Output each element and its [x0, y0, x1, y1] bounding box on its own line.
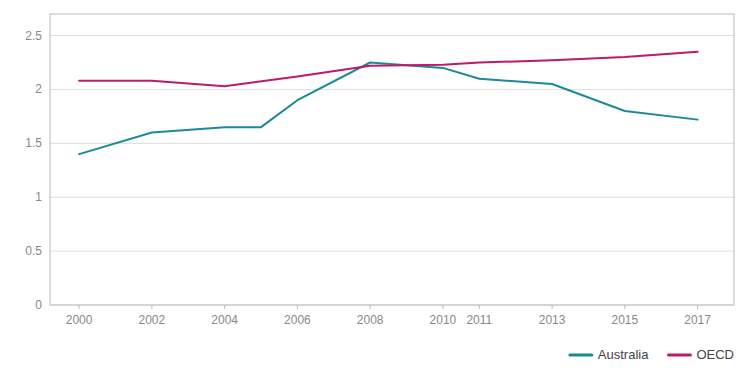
legend-label: Australia: [598, 347, 649, 362]
grid-line: [50, 89, 734, 90]
grid-line: [50, 143, 734, 144]
x-tick-label: 2013: [539, 313, 566, 327]
plot-frame: [50, 14, 734, 305]
legend-swatch: [570, 354, 592, 357]
legend-swatch: [668, 354, 690, 357]
chart: 0 0.5 1 1.5 2 2.5 2000 2002 2004 2006 2008 2010 2011…: [0, 0, 754, 381]
y-tick-label: 1.5: [25, 136, 42, 150]
y-tick-label: 0.5: [25, 244, 42, 258]
y-tick-label: 2.5: [25, 29, 42, 43]
x-tick: [297, 305, 298, 309]
x-tick: [479, 305, 480, 309]
plot-area: [79, 52, 698, 154]
series-line: [79, 52, 698, 86]
grid-line: [50, 35, 734, 36]
legend: Australia OECD: [570, 347, 734, 362]
x-tick-label: 2017: [684, 313, 711, 327]
x-tick: [370, 305, 371, 309]
legend-label: OECD: [696, 347, 734, 362]
grid-line: [50, 251, 734, 252]
legend-item: OECD: [668, 347, 734, 362]
x-tick: [624, 305, 625, 309]
x-tick-label: 2010: [430, 313, 457, 327]
x-tick-label: 2002: [139, 313, 166, 327]
y-tick-label: 0: [35, 298, 42, 312]
legend-item: Australia: [570, 347, 649, 362]
x-tick-label: 2008: [357, 313, 384, 327]
series-line: [79, 63, 698, 155]
x-tick: [442, 305, 443, 309]
x-tick-label: 2015: [611, 313, 638, 327]
x-tick: [224, 305, 225, 309]
x-tick-label: 2000: [66, 313, 93, 327]
x-tick-label: 2011: [466, 313, 492, 327]
x-tick-label: 2004: [211, 313, 238, 327]
x-tick: [697, 305, 698, 309]
x-tick: [151, 305, 152, 309]
y-tick-label: 2: [35, 82, 42, 96]
x-tick: [552, 305, 553, 309]
x-tick: [79, 305, 80, 309]
grid-line: [50, 197, 734, 198]
y-tick-label: 1: [35, 190, 42, 204]
x-tick-label: 2006: [284, 313, 311, 327]
